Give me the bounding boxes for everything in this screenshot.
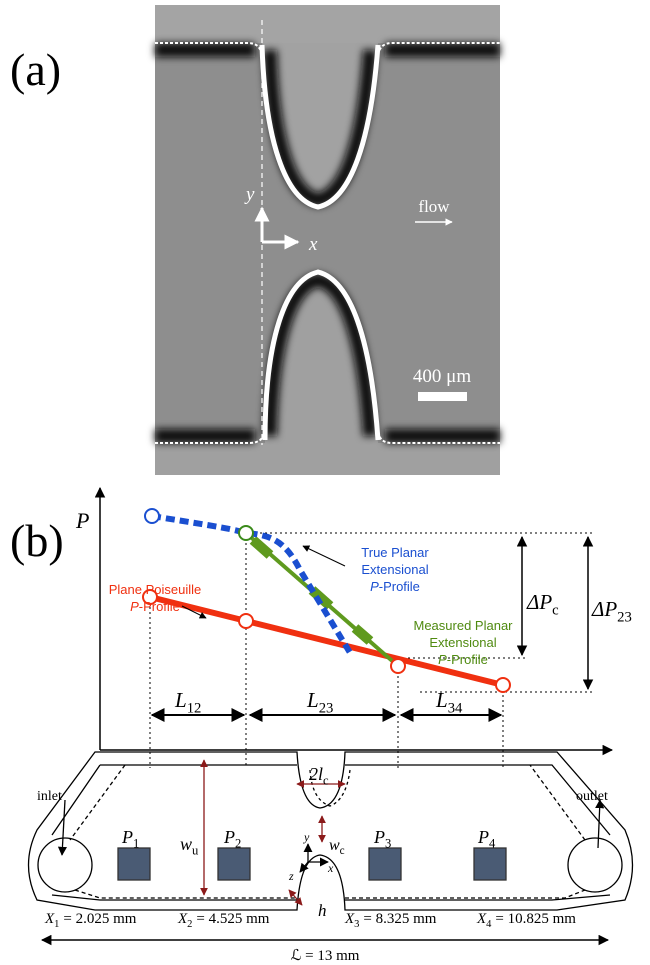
axis-label: x — [308, 234, 318, 255]
label: x — [327, 861, 334, 875]
symbol: X — [44, 911, 55, 927]
symbol: ΔP — [591, 597, 617, 621]
symbol-label: P2 — [223, 827, 241, 851]
symbol-label: P3 — [373, 827, 391, 851]
label: h — [318, 901, 327, 920]
profile-label: P-Profile — [438, 652, 488, 667]
device-schematic — [27, 751, 634, 946]
label: Measured Planar — [414, 618, 514, 633]
subscript: 1 — [54, 919, 59, 930]
symbol: 2l — [309, 764, 323, 784]
symbol: X — [476, 911, 487, 927]
panel-label: (a) — [10, 44, 61, 95]
symbol-label: P4 — [477, 827, 496, 851]
subscript: u — [192, 844, 199, 858]
symbol: L — [306, 688, 319, 712]
label: ℒ = 13 mm — [291, 948, 360, 964]
symbol: P — [477, 827, 489, 847]
value: = 4.525 mm — [196, 911, 269, 927]
label: inlet — [37, 789, 62, 804]
symbol-label: X4 = 10.825 mm — [476, 911, 576, 930]
symbol-label: wc — [329, 837, 345, 857]
axis-label: P — [75, 508, 89, 533]
subscript: 2 — [235, 837, 241, 851]
symbol-label: ΔP23 — [591, 597, 632, 625]
subscript: 1 — [133, 837, 139, 851]
symbol-label: L12 — [174, 688, 201, 716]
symbol: P — [121, 827, 133, 847]
label: z — [288, 869, 294, 883]
symbol-label: wu — [180, 834, 199, 858]
symbol: X — [177, 911, 188, 927]
subscript: 3 — [354, 919, 359, 930]
symbol-label: P1 — [121, 827, 139, 851]
flow-label: flow — [418, 197, 450, 216]
symbol: P — [373, 827, 385, 847]
label: True Planar — [361, 545, 429, 560]
symbol-label: 2lc — [309, 764, 329, 788]
subscript: 23 — [617, 609, 632, 625]
symbol: X — [344, 911, 355, 927]
subscript: 4 — [489, 837, 496, 851]
symbol-label: L23 — [306, 688, 333, 716]
symbol-label: ΔPc — [526, 590, 559, 618]
scale-bar-label: 400 μm — [413, 366, 471, 387]
subscript: 23 — [319, 700, 334, 716]
micrograph — [155, 5, 500, 475]
profile-plot — [94, 486, 614, 768]
label: outlet — [576, 789, 608, 804]
axis-label: y — [244, 184, 255, 205]
label: Plane Poiseuille — [109, 582, 202, 597]
subscript: 34 — [448, 700, 463, 716]
symbol-label: X2 = 4.525 mm — [177, 911, 270, 930]
rest: -Profile — [379, 579, 420, 594]
subscript: 12 — [187, 700, 202, 716]
profile-label: P-Profile — [130, 599, 180, 614]
subscript: 2 — [187, 919, 192, 930]
label: Extensional — [429, 635, 496, 650]
subscript: c — [323, 774, 329, 788]
symbol-label: X1 = 2.025 mm — [44, 911, 137, 930]
italic: P — [370, 579, 379, 594]
subscript: c — [552, 602, 559, 618]
italic: P — [130, 599, 139, 614]
symbol: L — [435, 688, 448, 712]
label: y — [303, 830, 310, 844]
symbol: w — [180, 834, 192, 854]
rest: -Profile — [447, 652, 488, 667]
panel-label: (b) — [10, 515, 64, 566]
symbol-label: X3 = 8.325 mm — [344, 911, 437, 930]
profile-label: P-Profile — [370, 579, 420, 594]
symbol: L — [174, 688, 187, 712]
rest: -Profile — [139, 599, 180, 614]
value: = 10.825 mm — [495, 911, 576, 927]
subscript: 3 — [385, 837, 391, 851]
symbol: w — [329, 837, 340, 854]
symbol-label: L34 — [435, 688, 463, 716]
subscript: 4 — [486, 919, 492, 930]
italic: P — [438, 652, 447, 667]
symbol: ΔP — [526, 590, 552, 614]
label: Extensional — [361, 562, 428, 577]
value: = 2.025 mm — [63, 911, 136, 927]
symbol: P — [223, 827, 235, 847]
subscript: c — [340, 845, 345, 857]
value: = 8.325 mm — [363, 911, 436, 927]
